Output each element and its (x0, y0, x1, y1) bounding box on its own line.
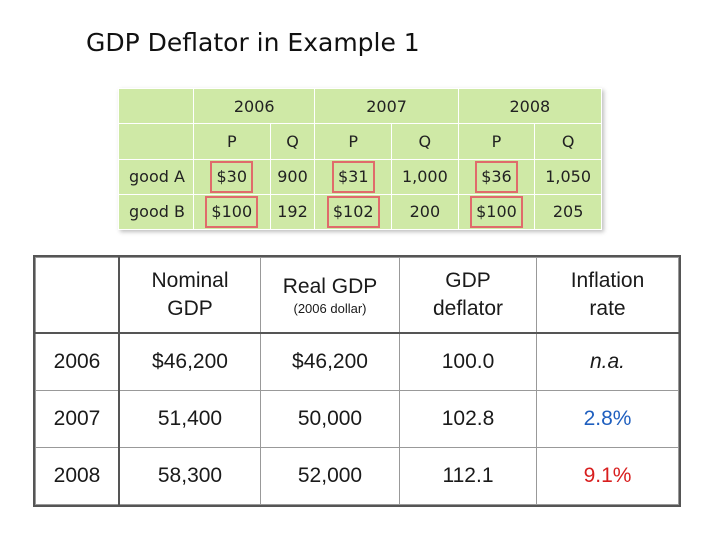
nominal-gdp-value: 51,400 (118, 390, 261, 448)
inflation-value: 9.1% (536, 447, 679, 505)
page-title: GDP Deflator in Example 1 (86, 28, 420, 57)
nominal-gdp-value: $46,200 (118, 332, 261, 391)
col-header-p: P (193, 123, 271, 160)
real-gdp-value: $46,200 (260, 332, 400, 391)
price-cell: $30 (193, 158, 271, 195)
header-line: deflator (432, 297, 504, 320)
row-label-good-a: good A (118, 158, 194, 195)
col-header-q: Q (391, 123, 459, 160)
quantity-cell: 1,000 (391, 158, 459, 195)
header-nominal-gdp: Nominal GDP (118, 257, 261, 334)
header-real-gdp-note: (2006 dollar) (293, 301, 367, 316)
col-header-p: P (314, 123, 392, 160)
header-line: Inflation (570, 269, 645, 292)
price-value: $100 (470, 195, 523, 228)
table-row: 2006 $46,200 $46,200 100.0 n.a. (35, 332, 679, 391)
quantity-cell: 200 (391, 193, 459, 231)
header-gdp-deflator: GDP deflator (399, 257, 537, 334)
quantity-cell: 1,050 (534, 158, 602, 195)
corner-cell (118, 123, 194, 160)
row-year: 2006 (35, 332, 120, 391)
table-row: 2007 51,400 50,000 102.8 2.8% (35, 390, 679, 448)
col-header-p: P (457, 123, 536, 160)
nominal-gdp-value: 58,300 (118, 447, 261, 505)
header-real-gdp: Real GDP (2006 dollar) (260, 257, 400, 334)
deflator-value: 102.8 (399, 390, 537, 448)
gdp-deflator-table: Nominal GDP Real GDP (2006 dollar) GDP d… (33, 255, 681, 507)
year-header-row: 2006 2007 2008 (118, 87, 603, 125)
header-line: rate (589, 297, 626, 320)
price-value: $102 (326, 195, 380, 228)
col-header-q: Q (534, 123, 602, 160)
price-cell: $102 (314, 193, 392, 231)
year-header-2006: 2006 (192, 87, 316, 125)
header-line: Real GDP (282, 275, 378, 298)
real-gdp-value: 50,000 (260, 390, 400, 448)
year-header-2007: 2007 (314, 87, 459, 125)
row-year: 2008 (35, 447, 120, 505)
price-cell: $31 (314, 158, 392, 195)
deflator-value: 112.1 (399, 447, 537, 505)
header-inflation-rate: Inflation rate (536, 257, 679, 334)
header-line: Nominal (151, 269, 229, 292)
row-label-good-b: good B (118, 193, 194, 231)
corner-cell (118, 87, 194, 125)
inflation-value: n.a. (536, 332, 679, 391)
price-cell: $100 (193, 193, 271, 231)
quantity-cell: 205 (534, 193, 602, 231)
table-row: 2008 58,300 52,000 112.1 9.1% (35, 447, 679, 505)
goods-price-quantity-table: 2006 2007 2008 P Q P Q P Q good A $30 90… (118, 87, 603, 231)
gdp-table-header-row: Nominal GDP Real GDP (2006 dollar) GDP d… (35, 257, 679, 334)
price-cell: $36 (457, 158, 536, 195)
corner-cell (35, 257, 120, 334)
col-header-q: Q (269, 123, 316, 160)
header-line: GDP (167, 297, 213, 320)
price-value: $36 (475, 160, 518, 193)
row-year: 2007 (35, 390, 120, 448)
quantity-cell: 192 (269, 193, 316, 231)
price-value: $31 (331, 160, 375, 193)
year-header-2008: 2008 (457, 87, 603, 125)
good-a-row: good A $30 900 $31 1,000 $36 1,050 (118, 158, 602, 195)
price-cell: $100 (457, 193, 536, 231)
good-b-row: good B $100 192 $102 200 $100 205 (118, 193, 602, 231)
price-value: $30 (210, 160, 254, 193)
price-value: $100 (205, 195, 259, 228)
pq-header-row: P Q P Q P Q (118, 123, 602, 160)
real-gdp-value: 52,000 (260, 447, 400, 505)
inflation-value: 2.8% (536, 390, 679, 448)
deflator-value: 100.0 (399, 332, 537, 391)
quantity-cell: 900 (269, 158, 316, 195)
header-line: GDP (445, 269, 491, 292)
